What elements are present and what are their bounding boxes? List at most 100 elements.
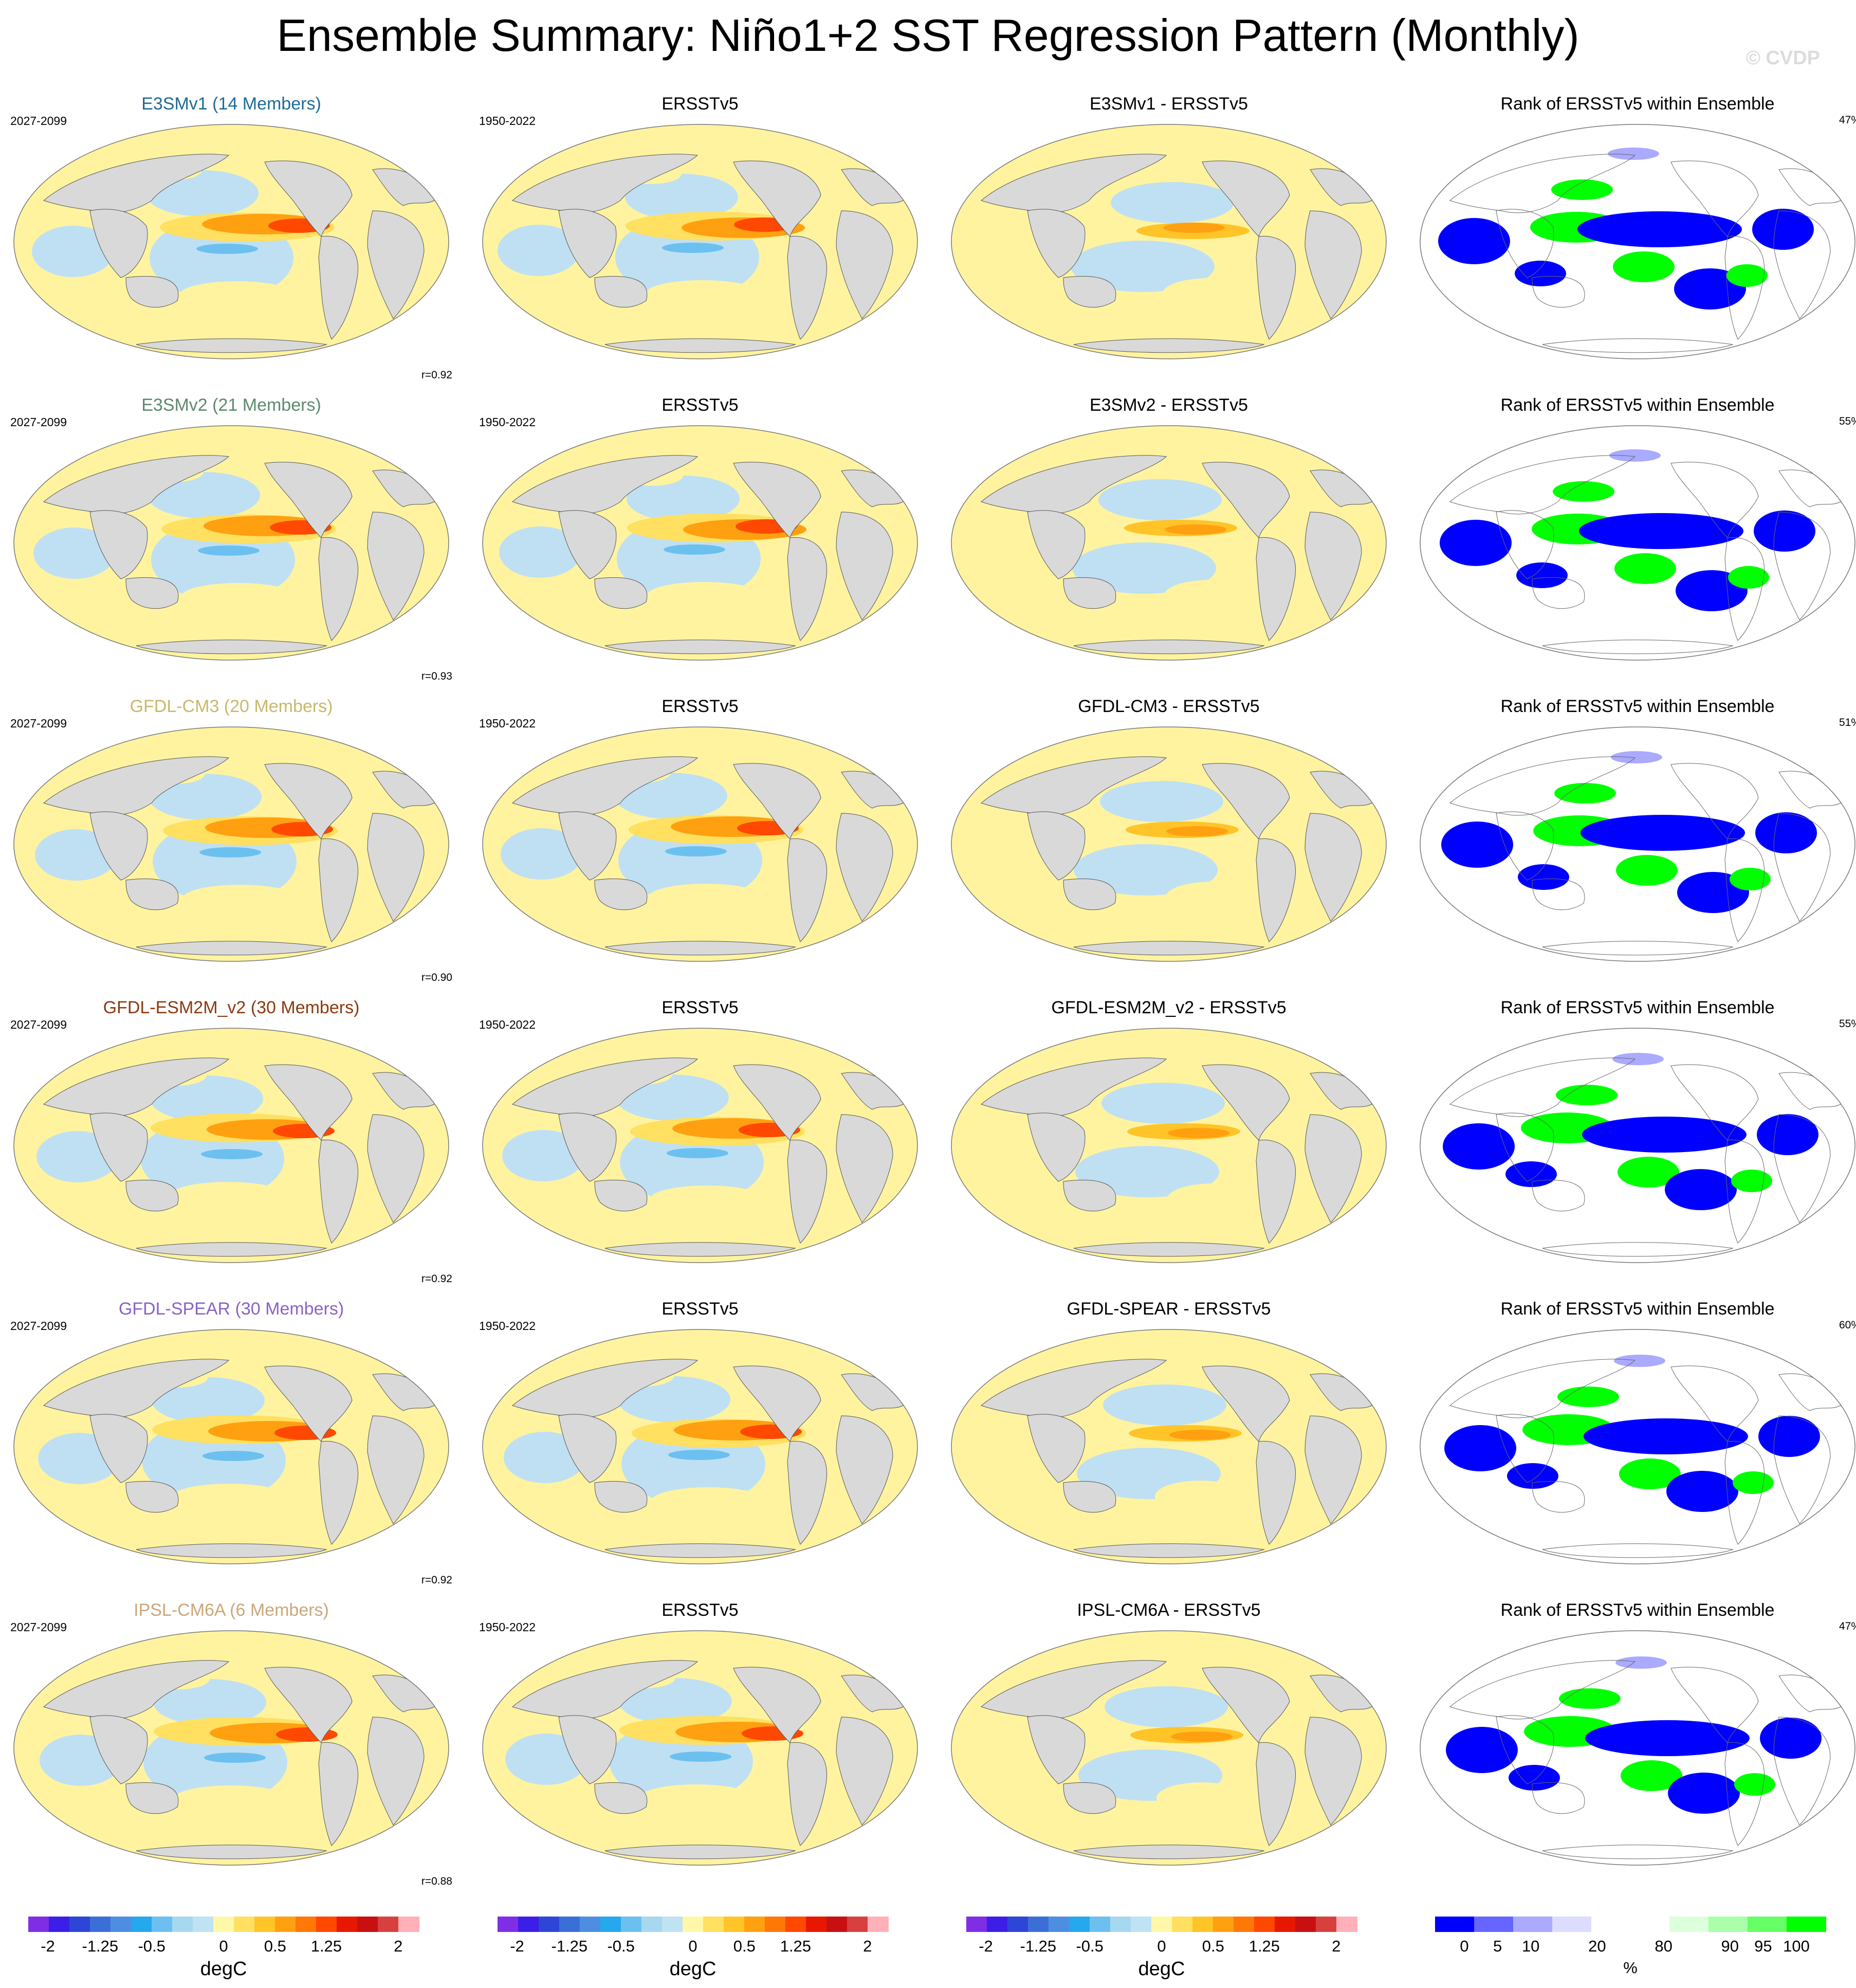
landmass bbox=[594, 276, 648, 308]
colorbar-units: degC bbox=[669, 1958, 716, 1980]
landmass bbox=[125, 577, 179, 609]
landmass bbox=[1073, 1543, 1265, 1558]
landmass bbox=[604, 941, 796, 956]
anomaly-region bbox=[171, 1182, 284, 1208]
anomaly-region bbox=[1098, 479, 1222, 520]
colorbar-tick-label: -2 bbox=[979, 1937, 993, 1955]
obs-panel: ERSSTv5 1950-2022 bbox=[469, 1298, 931, 1601]
landmass bbox=[733, 160, 821, 237]
colorbar-swatch bbox=[847, 1917, 868, 1932]
obs-panel: ERSSTv5 1950-2022 bbox=[469, 93, 931, 396]
anomaly-region bbox=[1755, 812, 1817, 853]
landmass bbox=[558, 209, 617, 278]
anomaly-region bbox=[1553, 481, 1614, 502]
coastline bbox=[1773, 813, 1831, 922]
obs-panel: ERSSTv5 1950-2022 bbox=[469, 996, 931, 1300]
landmass bbox=[558, 510, 617, 579]
colorbar-tick-label: 1.25 bbox=[780, 1937, 812, 1955]
coastline bbox=[1773, 512, 1831, 621]
landmass bbox=[787, 537, 827, 641]
obs-panel: ERSSTv5 1950-2022 bbox=[469, 1599, 931, 1902]
anomaly-region bbox=[670, 1752, 731, 1762]
difference-panel-title: E3SMv1 - ERSSTv5 bbox=[1090, 94, 1248, 114]
landmass bbox=[264, 160, 353, 237]
colorbar-swatch bbox=[49, 1917, 70, 1932]
landmass bbox=[787, 235, 827, 340]
anomaly-region bbox=[625, 174, 738, 220]
anomaly-region bbox=[150, 1075, 263, 1122]
rank-percent: 51% bbox=[1839, 717, 1856, 728]
rank-percent: 60% bbox=[1839, 1319, 1856, 1331]
colorbar-tick-label: 5 bbox=[1493, 1937, 1502, 1955]
colorbar-swatch bbox=[111, 1917, 132, 1932]
landmass bbox=[1063, 577, 1116, 609]
anomaly-region bbox=[1507, 1463, 1558, 1489]
model-panel: GFDL-ESM2M_v2 (30 Members) 2027-2099 r=0.9… bbox=[0, 996, 463, 1300]
landmass bbox=[787, 1742, 827, 1846]
pattern-correlation: r=0.93 bbox=[421, 670, 452, 682]
colorbar-swatch bbox=[987, 1917, 1008, 1932]
anomaly-region bbox=[1518, 864, 1569, 890]
landmass bbox=[1256, 1742, 1296, 1846]
landmass bbox=[1202, 1667, 1290, 1743]
colorbar-swatch bbox=[1110, 1917, 1131, 1932]
colorbar-swatch bbox=[131, 1917, 152, 1932]
obs-period: 1950-2022 bbox=[479, 1018, 536, 1031]
landmass bbox=[125, 276, 179, 308]
colorbar-swatch bbox=[254, 1917, 275, 1932]
coastline bbox=[1532, 1782, 1585, 1814]
coastline bbox=[1670, 1064, 1759, 1141]
obs-period: 1950-2022 bbox=[479, 717, 536, 730]
pattern-correlation: r=0.90 bbox=[421, 972, 452, 983]
landmass bbox=[787, 1139, 827, 1244]
colorbar-swatch bbox=[69, 1917, 90, 1932]
landmass bbox=[787, 838, 827, 942]
anomaly-region bbox=[1551, 179, 1613, 200]
pattern-correlation: r=0.88 bbox=[421, 1875, 452, 1887]
anomaly-region bbox=[152, 1377, 265, 1424]
landmass bbox=[558, 1715, 617, 1784]
colorbar-swatch bbox=[868, 1917, 889, 1932]
anomaly-region bbox=[662, 243, 724, 253]
landmass bbox=[367, 210, 425, 319]
landmass bbox=[318, 1440, 358, 1545]
landmass bbox=[318, 838, 358, 942]
model-period: 2027-2099 bbox=[10, 114, 67, 127]
model-panel: GFDL-CM3 (20 Members) 2027-2099 r=0.90 bbox=[0, 695, 463, 998]
colorbar-swatch bbox=[398, 1917, 419, 1932]
anomaly-region bbox=[180, 281, 293, 307]
rank-map bbox=[1420, 1329, 1855, 1564]
coastline bbox=[1532, 878, 1585, 910]
landmass bbox=[733, 462, 821, 538]
coastline bbox=[1773, 1717, 1831, 1826]
diff-map bbox=[951, 1028, 1387, 1263]
coastline bbox=[1542, 941, 1734, 956]
rank-map bbox=[1420, 1630, 1855, 1866]
colorbar-swatch bbox=[378, 1917, 399, 1932]
diff-panel: GFDL-CM3 - ERSSTv5 bbox=[938, 695, 1400, 998]
landmass bbox=[733, 763, 821, 840]
coastline bbox=[1496, 1715, 1554, 1784]
landmass bbox=[367, 1114, 425, 1223]
rank-panel-title: Rank of ERSSTv5 within Ensemble bbox=[1500, 1299, 1775, 1319]
obs-panel-title: ERSSTv5 bbox=[661, 697, 739, 716]
sst-colorbar: -2 -1.25 -0.5 0 0.5 1.25 2 degC bbox=[28, 1917, 419, 1983]
landmass bbox=[558, 1112, 617, 1182]
model-panel-title: GFDL-SPEAR (30 Members) bbox=[118, 1299, 344, 1319]
landmass bbox=[594, 878, 648, 910]
landmass bbox=[733, 1667, 821, 1743]
anomaly-region bbox=[1585, 1720, 1750, 1756]
obs-panel: ERSSTv5 1950-2022 bbox=[469, 695, 931, 998]
anomaly-region bbox=[1165, 524, 1226, 535]
model-panel: IPSL-CM6A (6 Members) 2027-2099 r=0.88 bbox=[0, 1599, 463, 1902]
landmass bbox=[1304, 813, 1362, 922]
landmass bbox=[733, 1365, 821, 1442]
anomaly-region bbox=[35, 829, 117, 881]
landmass bbox=[836, 1717, 893, 1826]
model-period: 2027-2099 bbox=[10, 1620, 67, 1634]
colorbar-tick-label: -0.5 bbox=[1076, 1937, 1104, 1955]
landmass bbox=[594, 577, 648, 609]
colorbar-tick-label: 10 bbox=[1521, 1937, 1540, 1955]
colorbar-swatch bbox=[1591, 1917, 1631, 1932]
landmass bbox=[264, 1365, 353, 1442]
